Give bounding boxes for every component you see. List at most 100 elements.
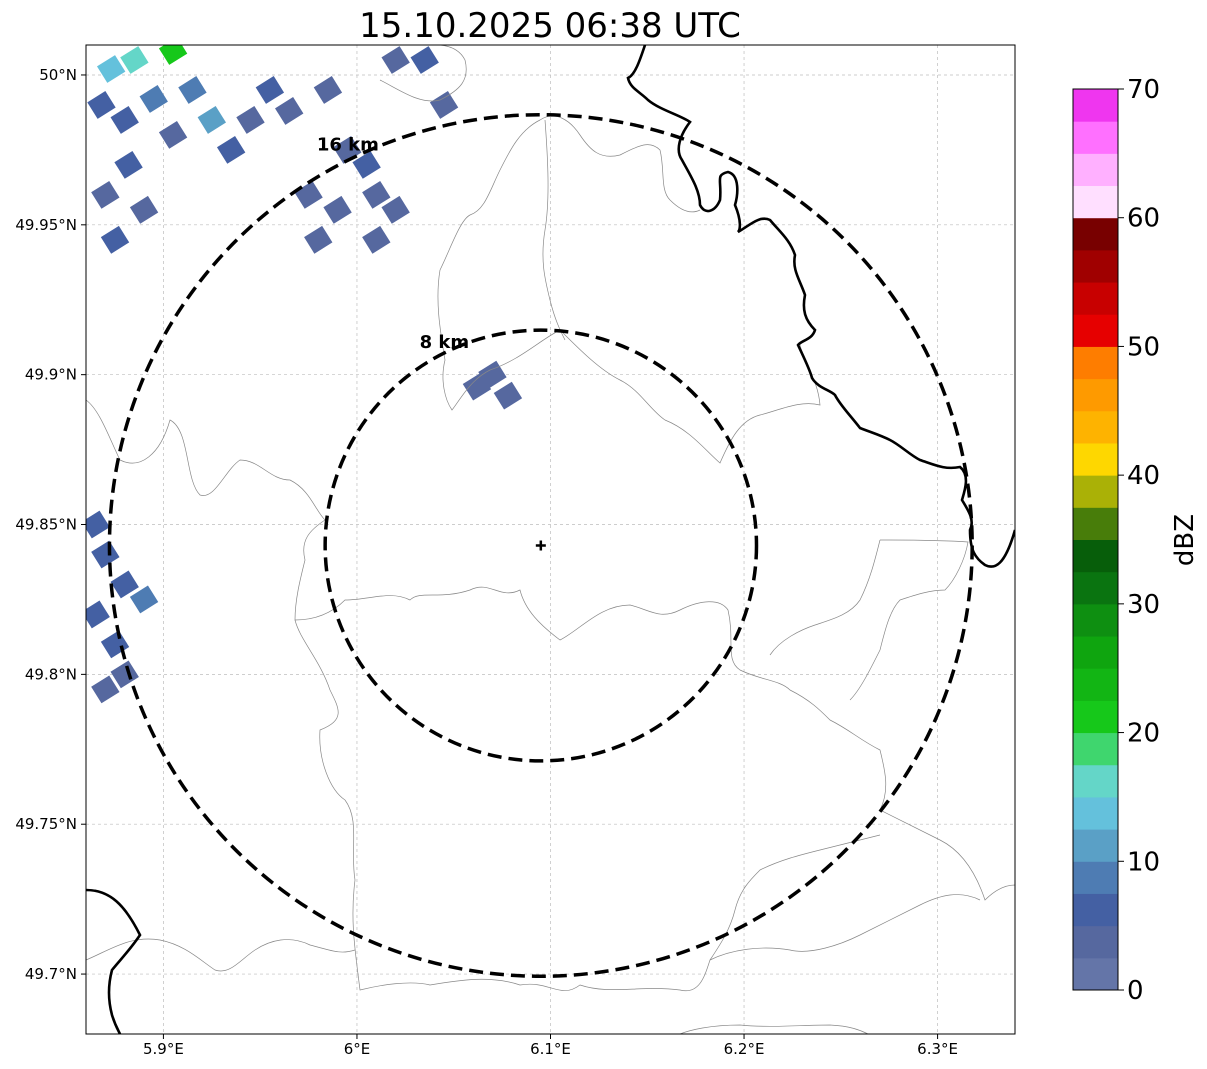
echo-cell bbox=[478, 360, 507, 389]
echo-cell bbox=[100, 225, 130, 254]
colorbar-swatch bbox=[1073, 893, 1118, 927]
colorbar: 0 10 20 30 40 50 60 70 dBZ bbox=[1072, 75, 1200, 1006]
gridlines bbox=[86, 45, 1015, 1034]
border-line bbox=[86, 938, 356, 972]
echo-cell bbox=[158, 45, 188, 65]
colorbar-swatch bbox=[1073, 185, 1118, 219]
echo-cell bbox=[323, 195, 352, 224]
lat-tick-label: 49.9°N bbox=[25, 366, 77, 384]
colorbar-swatch bbox=[1073, 925, 1118, 959]
border-line bbox=[437, 269, 821, 464]
echo-cell bbox=[275, 97, 304, 125]
echo-cell bbox=[96, 55, 126, 83]
lat-tick-label: 49.95°N bbox=[15, 216, 77, 234]
lat-tick-label: 49.7°N bbox=[25, 965, 77, 983]
border-line bbox=[86, 399, 1015, 901]
colorbar-tick-label: 20 bbox=[1127, 719, 1160, 749]
colorbar-swatch bbox=[1073, 507, 1118, 540]
border-line bbox=[379, 45, 467, 102]
echo-cell bbox=[110, 106, 139, 134]
echo-cell bbox=[158, 121, 188, 149]
echo-cell bbox=[110, 570, 139, 599]
range-ring bbox=[323, 328, 759, 763]
colorbar-swatch bbox=[1073, 732, 1118, 766]
echo-cell bbox=[381, 46, 410, 74]
echo-cell bbox=[352, 150, 381, 179]
colorbar-swatches bbox=[1073, 89, 1118, 991]
echo-cell bbox=[362, 225, 391, 254]
colorbar-swatch bbox=[1073, 764, 1118, 798]
map-title: 15.10.2025 06:38 UTC bbox=[359, 6, 741, 46]
lat-tick-label: 50°N bbox=[39, 66, 77, 84]
latitude-ticks: 50°N 49.95°N 49.9°N 49.85°N 49.8°N 49.75°N 49.… bbox=[15, 66, 86, 983]
echo-cell bbox=[197, 106, 226, 134]
echo-cell bbox=[129, 195, 159, 224]
border-line bbox=[294, 619, 881, 992]
colorbar-swatch bbox=[1073, 636, 1118, 669]
colorbar-swatch bbox=[1073, 442, 1118, 476]
colorbar-swatch bbox=[1073, 346, 1118, 380]
colorbar-swatch bbox=[1073, 314, 1118, 347]
echo-cell bbox=[110, 660, 139, 689]
country-border bbox=[86, 888, 142, 1034]
echo-cell bbox=[87, 91, 116, 119]
echo-cell bbox=[114, 150, 143, 179]
colorbar-label: dBZ bbox=[1170, 514, 1200, 566]
echo-cell bbox=[429, 91, 459, 119]
colorbar-tick-label: 10 bbox=[1127, 847, 1160, 877]
colorbar-swatch bbox=[1073, 539, 1118, 573]
echo-cell bbox=[178, 76, 207, 104]
border-line bbox=[439, 115, 701, 271]
lon-tick-label: 6.1°E bbox=[530, 1040, 571, 1058]
colorbar-ticks: 0 10 20 30 40 50 60 70 bbox=[1118, 75, 1160, 1006]
colorbar-tick-label: 0 bbox=[1127, 976, 1144, 1006]
echo-cell bbox=[410, 46, 439, 74]
colorbar-tick-label: 30 bbox=[1127, 590, 1160, 620]
echo-cell bbox=[91, 180, 120, 209]
colorbar-swatch bbox=[1073, 603, 1118, 637]
border-line bbox=[769, 539, 881, 656]
echo-cell bbox=[381, 195, 410, 224]
admin-borders bbox=[86, 45, 1015, 1034]
country-border bbox=[626, 45, 1015, 568]
echo-cell bbox=[86, 510, 110, 539]
colorbar-swatch bbox=[1073, 121, 1118, 154]
colorbar-swatch bbox=[1073, 700, 1118, 734]
colorbar-tick-label: 40 bbox=[1127, 461, 1160, 491]
colorbar-swatch bbox=[1073, 957, 1118, 991]
colorbar-tick-label: 60 bbox=[1127, 204, 1160, 234]
border-line bbox=[679, 1024, 869, 1034]
lat-tick-label: 49.75°N bbox=[15, 815, 77, 833]
radar-echoes bbox=[86, 45, 523, 704]
colorbar-swatch bbox=[1073, 378, 1118, 412]
colorbar-tick-label: 70 bbox=[1127, 75, 1160, 105]
echo-cell bbox=[216, 135, 246, 164]
lon-tick-label: 6°E bbox=[344, 1040, 371, 1058]
echo-cell bbox=[86, 600, 110, 629]
colorbar-swatch bbox=[1073, 668, 1118, 701]
border-line bbox=[542, 119, 566, 341]
lon-tick-label: 6.2°E bbox=[724, 1040, 765, 1058]
echo-cell bbox=[493, 381, 523, 410]
colorbar-swatch bbox=[1073, 796, 1118, 830]
echo-cell bbox=[139, 85, 168, 113]
border-line bbox=[849, 539, 969, 701]
lat-tick-label: 49.85°N bbox=[15, 516, 77, 534]
map-area[interactable]: 8 km 16 km bbox=[81, 37, 1016, 1035]
radar-site-marker bbox=[535, 540, 546, 551]
country-borders bbox=[86, 45, 1015, 1034]
echo-cell bbox=[313, 76, 343, 104]
range-ring bbox=[107, 112, 974, 978]
colorbar-swatch bbox=[1073, 153, 1118, 187]
colorbar-swatch bbox=[1073, 829, 1118, 862]
border-line bbox=[709, 894, 981, 961]
echo-cell bbox=[91, 540, 120, 569]
echo-cell bbox=[236, 106, 265, 134]
colorbar-swatch bbox=[1073, 89, 1118, 122]
colorbar-swatch bbox=[1073, 282, 1118, 315]
colorbar-frame bbox=[1072, 88, 1119, 991]
lon-tick-label: 5.9°E bbox=[143, 1040, 184, 1058]
lat-tick-label: 49.8°N bbox=[25, 665, 77, 683]
colorbar-swatch bbox=[1073, 861, 1118, 894]
